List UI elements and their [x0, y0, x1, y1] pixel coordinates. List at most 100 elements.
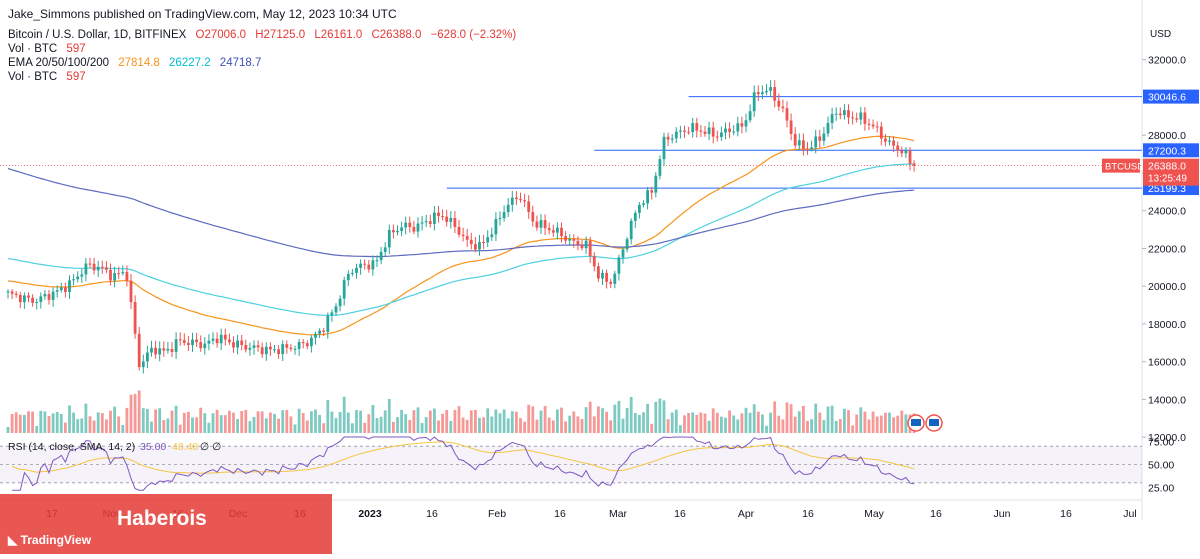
- volume-bar: [359, 410, 362, 433]
- candle-body: [568, 238, 572, 241]
- volume-bar: [740, 413, 744, 433]
- candle-body: [609, 281, 613, 284]
- candle-body: [617, 257, 621, 274]
- volume-bar: [551, 420, 555, 433]
- candle-body: [72, 279, 75, 281]
- volume-bar: [47, 416, 51, 433]
- candle-body: [273, 349, 276, 351]
- volume-bar: [884, 412, 887, 433]
- candle-body: [769, 87, 772, 91]
- candle-body: [478, 241, 481, 250]
- candle-body: [683, 130, 686, 132]
- candle-body: [469, 239, 473, 245]
- volume-bar: [547, 417, 551, 433]
- candle-body: [269, 346, 272, 350]
- candle-body: [740, 123, 744, 127]
- candle-body: [859, 112, 863, 120]
- volume-bar: [141, 408, 145, 433]
- volume-bar: [748, 412, 752, 433]
- volume-bar: [568, 415, 572, 433]
- volume-bar: [305, 420, 309, 433]
- volume-bar: [482, 417, 485, 433]
- candle-body: [457, 226, 461, 235]
- volume-bar: [96, 412, 100, 433]
- candle-body: [232, 342, 235, 348]
- volume-bar: [490, 416, 494, 433]
- volume-bar: [531, 406, 535, 433]
- candle-body: [416, 223, 420, 232]
- volume-bar: [277, 418, 280, 433]
- candle-body: [449, 217, 453, 222]
- volume-bar: [379, 416, 383, 433]
- volume-bar: [174, 405, 178, 433]
- rsi-line: [12, 436, 915, 491]
- candle-body: [43, 294, 47, 297]
- candle-body: [195, 339, 198, 343]
- candle-body: [351, 272, 354, 274]
- candle-body: [6, 291, 10, 293]
- volume-bar: [88, 416, 92, 433]
- ema-50-line: [7, 135, 915, 336]
- volume-bar: [92, 420, 96, 433]
- volume-bar: [211, 413, 215, 433]
- candle-body: [326, 315, 330, 332]
- candle-body: [322, 330, 326, 332]
- candle-body: [338, 298, 342, 307]
- candle-body: [826, 122, 830, 134]
- symbol-badge: BTCUSD: [1105, 162, 1144, 173]
- volume-bar: [424, 417, 428, 433]
- volume-bar: [297, 408, 301, 433]
- volume-bar: [539, 410, 543, 433]
- volume-bar: [387, 399, 391, 433]
- volume-bar: [888, 412, 891, 433]
- candle-body: [761, 92, 764, 95]
- candle-body: [781, 106, 785, 109]
- candle-body: [613, 273, 617, 284]
- candle-body: [375, 260, 379, 262]
- volume-bar: [752, 404, 756, 433]
- tradingview-logo-icon: ◣: [8, 533, 21, 547]
- candle-body: [342, 280, 346, 299]
- candle-body: [707, 127, 711, 135]
- countdown-label: 13:25:49: [1148, 174, 1187, 185]
- candle-body: [904, 150, 908, 154]
- volume-bar: [326, 400, 330, 433]
- candle-body: [27, 295, 30, 298]
- candle-body: [720, 132, 723, 138]
- candle-body: [797, 140, 801, 146]
- volume-bar: [802, 405, 805, 433]
- candle-body: [551, 230, 555, 233]
- candle-body: [465, 235, 469, 240]
- candle-body: [728, 128, 731, 132]
- volume-label-2: Vol · BTC: [8, 71, 58, 83]
- volume-bar: [363, 422, 367, 433]
- candle-body: [178, 339, 182, 341]
- candle-body: [674, 131, 678, 139]
- candle-body: [84, 263, 88, 275]
- volume-bar: [412, 410, 416, 433]
- candle-body: [490, 234, 494, 238]
- candle-body: [264, 346, 268, 355]
- candle-body: [785, 108, 789, 121]
- volume-bar: [170, 410, 174, 433]
- volume-bar: [182, 412, 186, 433]
- volume-bar: [14, 412, 18, 433]
- volume-bar: [375, 418, 379, 433]
- volume-bar: [59, 413, 63, 433]
- candle-body: [293, 348, 297, 350]
- candle-body: [736, 123, 740, 132]
- candle-body: [871, 124, 875, 127]
- volume-bar: [478, 417, 481, 433]
- candle-body: [64, 287, 67, 292]
- candle-body: [334, 306, 338, 313]
- x-tick-label: Mar: [609, 508, 628, 520]
- volume-bar: [199, 407, 203, 433]
- price-label-bg: [1143, 89, 1199, 104]
- candle-body: [605, 272, 608, 282]
- rsi-tick-label: 25.00: [1148, 482, 1174, 494]
- y-tick-label: 16000.0: [1148, 357, 1186, 369]
- candle-body: [711, 127, 715, 137]
- candle-body: [625, 239, 629, 250]
